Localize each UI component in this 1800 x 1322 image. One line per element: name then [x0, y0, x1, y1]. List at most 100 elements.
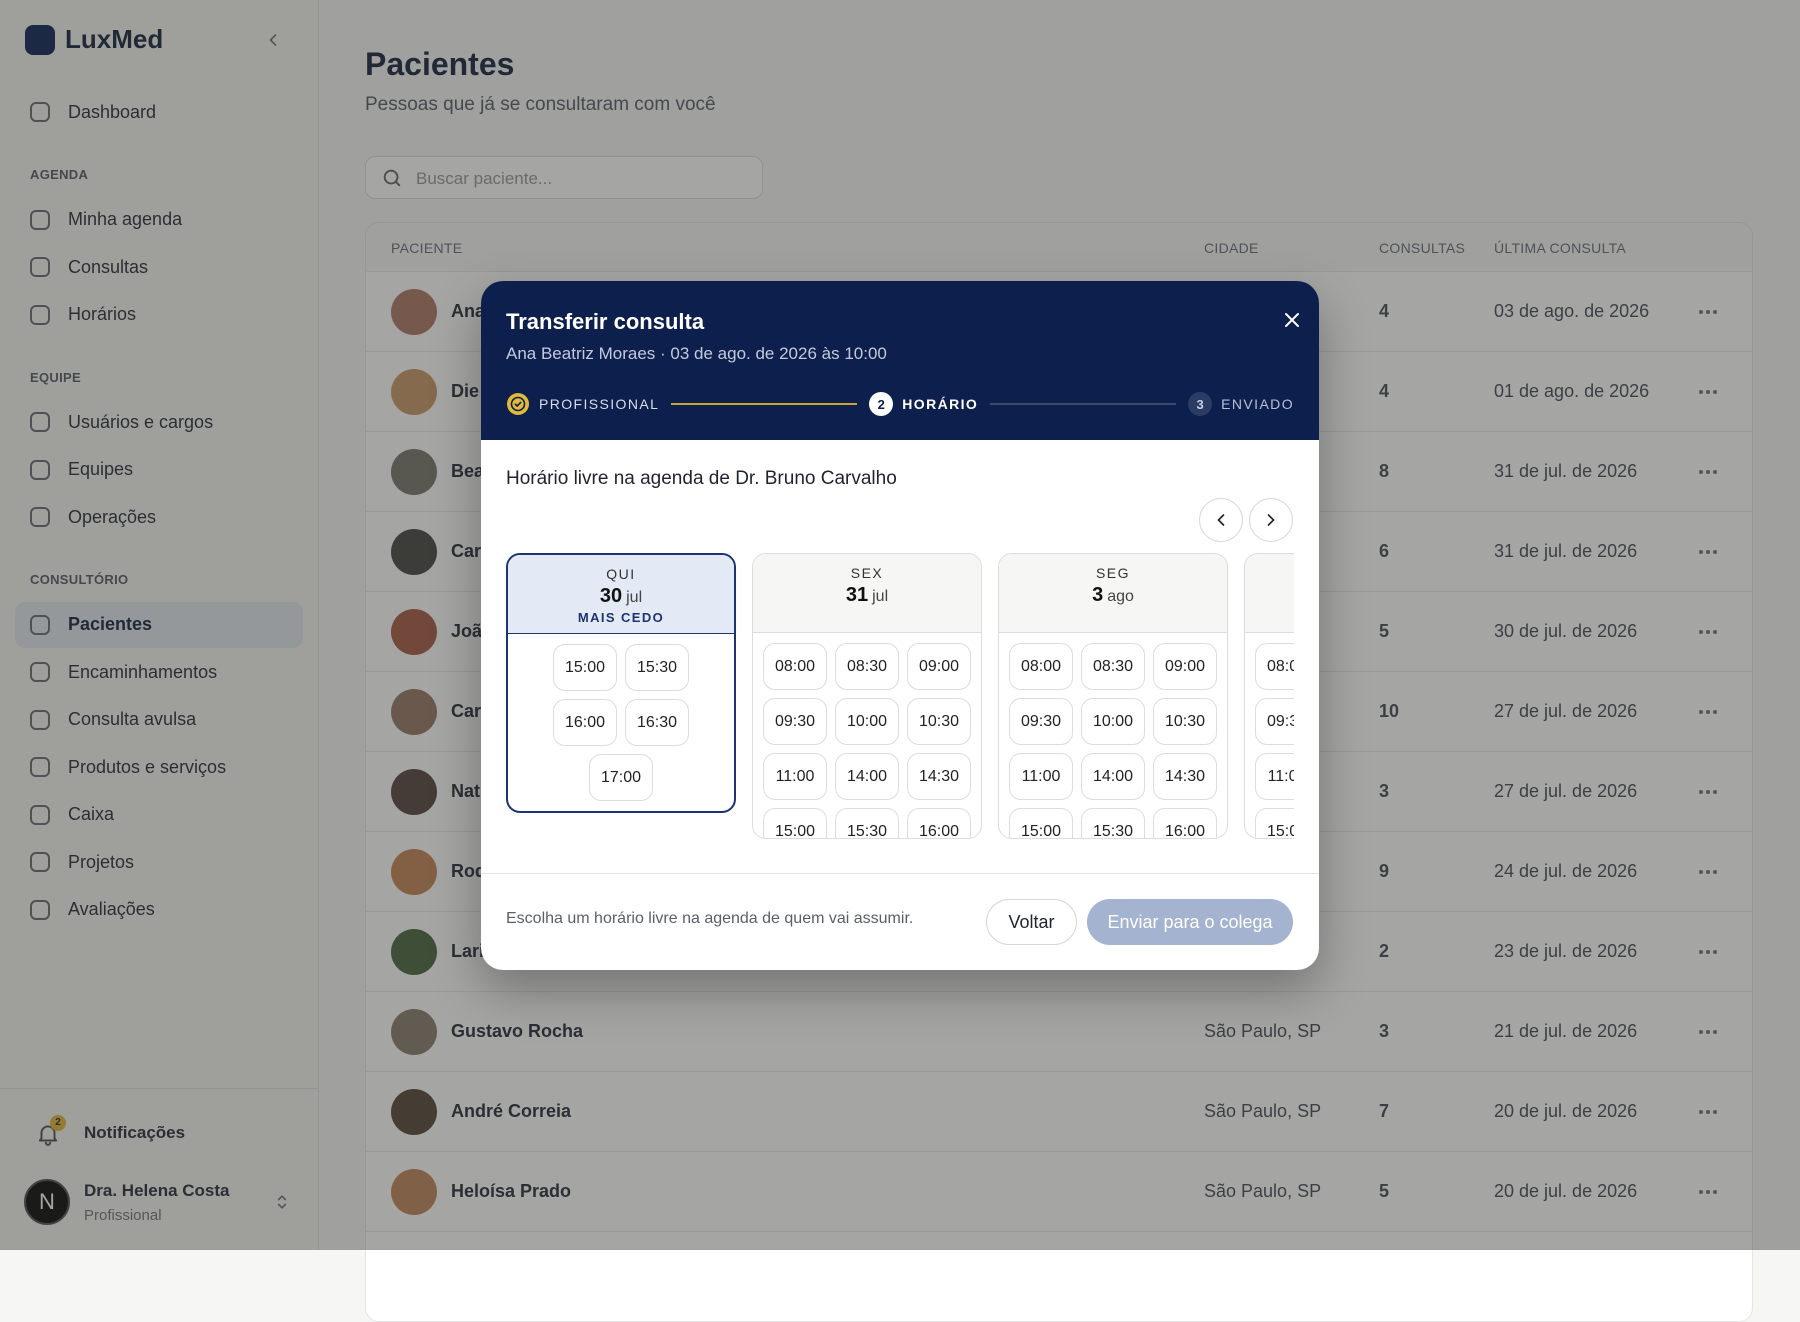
time-slot[interactable]: 15:30 — [1081, 808, 1145, 838]
slot-list: 15:00 15:30 16:00 16:30 17:00 — [508, 634, 734, 811]
notification-badge: 2 — [50, 1115, 66, 1131]
prev-days-button[interactable] — [1199, 498, 1243, 542]
patient-last-visit: 20 de jul. de 2026 — [1494, 1101, 1638, 1121]
row-actions[interactable] — [1699, 309, 1717, 314]
slot-list: 08:00 08:30 09:00 09:30 10:00 10:30 11:00 14:00… — [753, 633, 981, 838]
time-slot[interactable]: 08:00 — [1255, 643, 1294, 690]
day-column: SEX 31 jul 08:00 08:30 09:00 09:30 10:00 10:30 11… — [752, 553, 982, 839]
patient-avatar — [391, 609, 437, 655]
time-slot[interactable]: 10:00 — [835, 698, 899, 745]
time-slot[interactable]: 15:00 — [763, 808, 827, 838]
row-actions[interactable] — [1699, 1029, 1717, 1034]
row-actions[interactable] — [1699, 789, 1717, 794]
time-slot[interactable]: 14:30 — [907, 753, 971, 800]
nav-item[interactable]: Produtos e serviços — [15, 744, 303, 790]
time-slot[interactable]: 16:00 — [907, 808, 971, 838]
time-slot[interactable]: 08:30 — [835, 643, 899, 690]
row-actions[interactable] — [1699, 949, 1717, 954]
nav-item[interactable]: Pacientes — [15, 601, 303, 648]
patient-avatar — [391, 1009, 437, 1055]
nav-label: Usuários e cargos — [68, 411, 214, 432]
dot — [1713, 469, 1717, 474]
next-days-button[interactable] — [1249, 498, 1293, 542]
nav-item[interactable]: Equipes — [15, 447, 303, 493]
time-slot[interactable]: 16:30 — [625, 699, 689, 746]
time-slot[interactable]: 08:30 — [1081, 643, 1145, 690]
time-slot[interactable]: 09:30 — [1255, 698, 1294, 745]
time-slot[interactable]: 14:00 — [835, 753, 899, 800]
nav-item[interactable]: Caixa — [15, 792, 303, 838]
time-slot[interactable]: 16:00 — [1153, 808, 1217, 838]
time-slot[interactable]: 08:00 — [763, 643, 827, 690]
back-button[interactable]: Voltar — [986, 899, 1077, 945]
row-actions[interactable] — [1699, 549, 1717, 554]
dot — [1699, 949, 1703, 954]
patient-count: 7 — [1379, 1101, 1390, 1121]
footer-hint: Escolha um horário livre na agenda de qu… — [506, 910, 914, 927]
time-slot[interactable]: 08:00 — [1009, 643, 1073, 690]
time-slot[interactable]: 16:00 — [553, 699, 617, 746]
nav-item[interactable]: Encaminhamentos — [15, 649, 303, 695]
time-slot[interactable]: 09:00 — [1153, 643, 1217, 690]
time-slot[interactable]: 15:00 — [1009, 808, 1073, 838]
time-slot[interactable]: 17:00 — [589, 754, 653, 801]
modal-header: Transferir consulta Ana Beatriz Moraes · … — [481, 281, 1319, 440]
row-actions[interactable] — [1699, 629, 1717, 634]
dot — [1706, 629, 1710, 634]
nav-icon — [30, 709, 50, 730]
row-actions[interactable] — [1699, 1189, 1717, 1194]
time-slot[interactable]: 09:30 — [763, 698, 827, 745]
time-slot[interactable]: 15:30 — [625, 644, 689, 691]
nav-item[interactable]: Usuários e cargos — [15, 399, 303, 445]
table-row[interactable]: Lari 2 23 de jul. de 2026 — [366, 912, 1752, 992]
nav-item[interactable]: Minha agenda — [15, 197, 303, 243]
row-actions[interactable] — [1699, 1109, 1717, 1114]
search-box[interactable]: Buscar paciente... — [365, 156, 763, 199]
patient-name: Gustavo Rocha — [451, 1021, 584, 1041]
nav-item[interactable]: Avaliações — [15, 887, 303, 933]
patient-name: Rod — [451, 861, 486, 881]
patient-last-visit: 27 de jul. de 2026 — [1494, 701, 1638, 721]
time-slot[interactable]: 15:30 — [835, 808, 899, 838]
time-slot[interactable]: 14:30 — [1153, 753, 1217, 800]
notifications-link[interactable]: Notificações — [84, 1123, 186, 1142]
time-slot[interactable]: 09:30 — [1009, 698, 1073, 745]
nav-label: Projetos — [68, 851, 135, 872]
nav-item[interactable]: Consultas — [15, 244, 303, 290]
time-slot[interactable]: 10:00 — [1081, 698, 1145, 745]
time-slot[interactable]: 11:00 — [763, 753, 827, 800]
time-slot[interactable]: 14:00 — [1081, 753, 1145, 800]
table-row[interactable]: Heloísa Prado São Paulo, SP 5 20 de jul. de… — [366, 1152, 1752, 1232]
time-slot[interactable]: 11:00 — [1009, 753, 1073, 800]
dot — [1699, 469, 1703, 474]
time-slot[interactable]: 10:30 — [907, 698, 971, 745]
dot — [1706, 1189, 1710, 1194]
dot — [1699, 309, 1703, 314]
nav-item[interactable]: Dashboard — [15, 89, 303, 135]
row-actions[interactable] — [1699, 709, 1717, 714]
table-row[interactable]: Gustavo Rocha São Paulo, SP 3 21 de jul. de… — [366, 992, 1752, 1072]
dot — [1699, 1189, 1703, 1194]
time-slot[interactable]: 15:00 — [553, 644, 617, 691]
table-row[interactable]: André Correia São Paulo, SP 7 20 de jul. de… — [366, 1072, 1752, 1152]
nav-item[interactable]: Horários — [15, 292, 303, 338]
time-slot[interactable]: 09:00 — [907, 643, 971, 690]
dot — [1713, 1109, 1717, 1114]
row-actions[interactable] — [1699, 869, 1717, 874]
close-button[interactable] — [1280, 308, 1304, 332]
row-actions[interactable] — [1699, 469, 1717, 474]
dot — [1713, 389, 1717, 394]
patient-name: Car — [451, 541, 482, 561]
nav-item[interactable]: Consulta avulsa — [15, 697, 303, 743]
time-slot[interactable]: 11:00 — [1255, 753, 1294, 800]
row-actions[interactable] — [1699, 389, 1717, 394]
time-slot[interactable]: 10:30 — [1153, 698, 1217, 745]
dot — [1699, 789, 1703, 794]
nav-icon — [30, 209, 50, 230]
patient-last-visit: 27 de jul. de 2026 — [1494, 781, 1638, 801]
patient-avatar — [391, 849, 437, 895]
nav-item[interactable]: Projetos — [15, 839, 303, 885]
time-slot[interactable]: 15:00 — [1255, 808, 1294, 838]
nav-item[interactable]: Operações — [15, 494, 303, 540]
submit-button[interactable]: Enviar para o colega — [1087, 899, 1293, 945]
